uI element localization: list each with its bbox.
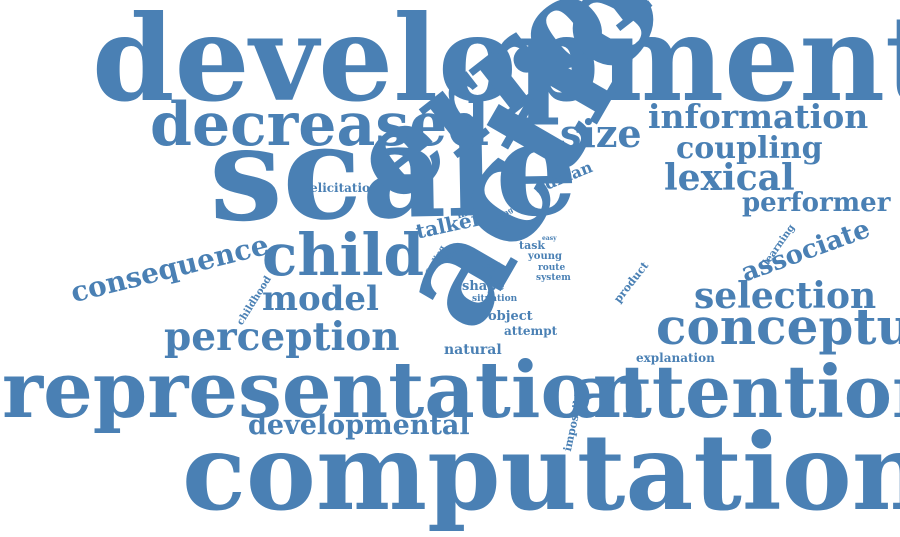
word-developmental: developmental [248,412,470,439]
word-easy: easy [542,236,557,242]
word-child: child [262,226,424,284]
word-object: object [488,310,533,323]
word-performer: performer [742,190,890,216]
word-information: information [648,100,868,133]
word-young: young [528,252,562,262]
word-consequence: consequence [68,231,271,307]
word-system: system [536,274,571,283]
word-attention: attention [572,356,900,428]
word-model: model [262,282,379,316]
word-shape: shape [462,280,505,293]
word-situation: situation [472,295,517,304]
word-size: size [560,115,642,153]
word-product: product [612,260,650,305]
word-perception: perception [164,318,400,357]
word-attempt: attempt [504,325,557,337]
word-route: route [538,264,565,273]
word-selection: selection [694,278,876,314]
word-explanation: explanation [636,352,715,364]
word-elicitation: elicitation [310,182,379,194]
word-decreased: decreased [150,95,489,155]
word-natural: natural [444,343,502,357]
word-coupling: coupling [676,134,823,164]
